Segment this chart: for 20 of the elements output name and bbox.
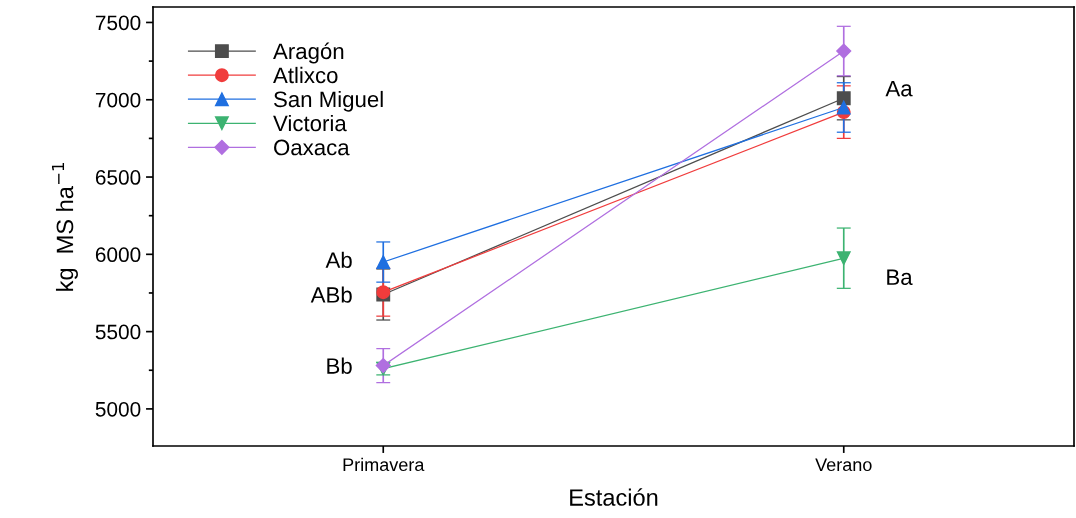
annotation: Bb bbox=[327, 357, 352, 374]
y-axis-title: kg MS ha$^{−1}$ bbox=[51, 163, 78, 291]
y-tick-label: 6500 bbox=[95, 170, 141, 185]
y-tick-label: 5000 bbox=[95, 401, 141, 417]
annotation: Ba bbox=[887, 269, 913, 286]
annotation: ABb bbox=[310, 286, 352, 303]
y-tick-label: 6000 bbox=[95, 247, 141, 263]
legend-label: Oaxaca bbox=[274, 139, 350, 156]
y-tick-label: 7000 bbox=[95, 92, 141, 108]
legend-label: Aragón bbox=[273, 42, 344, 64]
x-tick-label: Primavera bbox=[343, 457, 425, 472]
x-axis-title: Estación bbox=[570, 488, 658, 506]
x-tick-label: Verano bbox=[815, 458, 872, 472]
y-tick-label: 5500 bbox=[95, 324, 141, 340]
legend-label: Victoria bbox=[273, 114, 347, 132]
legend-label: San Miguel bbox=[274, 90, 383, 112]
legend-label: Atlixco bbox=[273, 66, 338, 84]
annotation: Aa bbox=[885, 80, 913, 97]
y-tick-label: 7500 bbox=[95, 15, 141, 31]
annotation: Ab bbox=[325, 251, 352, 269]
